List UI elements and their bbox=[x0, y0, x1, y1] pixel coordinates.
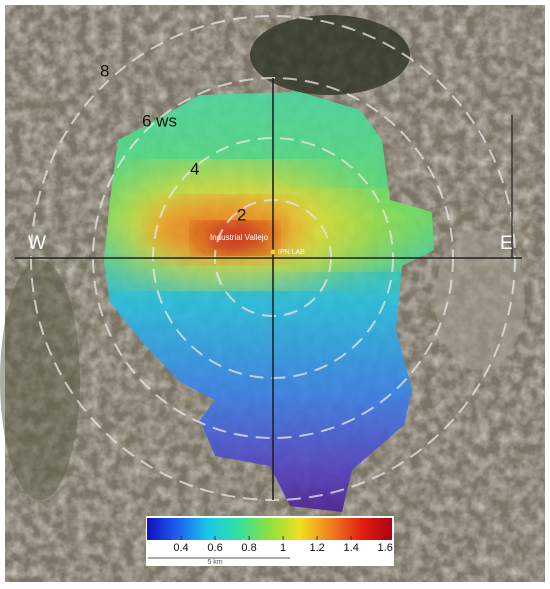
direction-label: W bbox=[28, 233, 46, 254]
colorbar-tick-label: 1.4 bbox=[344, 542, 359, 554]
direction-label: E bbox=[500, 233, 513, 254]
place-label: Industrial Vallejo bbox=[210, 233, 269, 242]
colorbar-tick-label: 1.6 bbox=[378, 542, 393, 554]
site-label: IPN LAB bbox=[278, 249, 305, 256]
ring-label: 2 bbox=[237, 205, 246, 224]
colorbar-tick-label: 0.8 bbox=[241, 542, 256, 554]
scale-label: 5 km bbox=[207, 559, 222, 566]
mountain bbox=[250, 15, 410, 95]
colorbar-tick-label: 0.6 bbox=[207, 542, 222, 554]
field-red bbox=[197, 223, 273, 253]
site-marker bbox=[270, 249, 276, 255]
hills bbox=[0, 260, 80, 500]
colorbar-tick-label: 0.4 bbox=[173, 542, 188, 554]
ring-label: 4 bbox=[190, 159, 199, 178]
colorbar-tick-label: 1 bbox=[280, 542, 286, 554]
ring-label: 6 ws bbox=[142, 111, 177, 130]
ring-label: 8 bbox=[100, 61, 109, 80]
colorbar-ticks: 0.4 0.6 0.8 1 1.2 1.4 1.6 bbox=[173, 536, 393, 554]
colorbar-tick-label: 1.2 bbox=[309, 542, 324, 554]
colorbar bbox=[147, 518, 392, 540]
